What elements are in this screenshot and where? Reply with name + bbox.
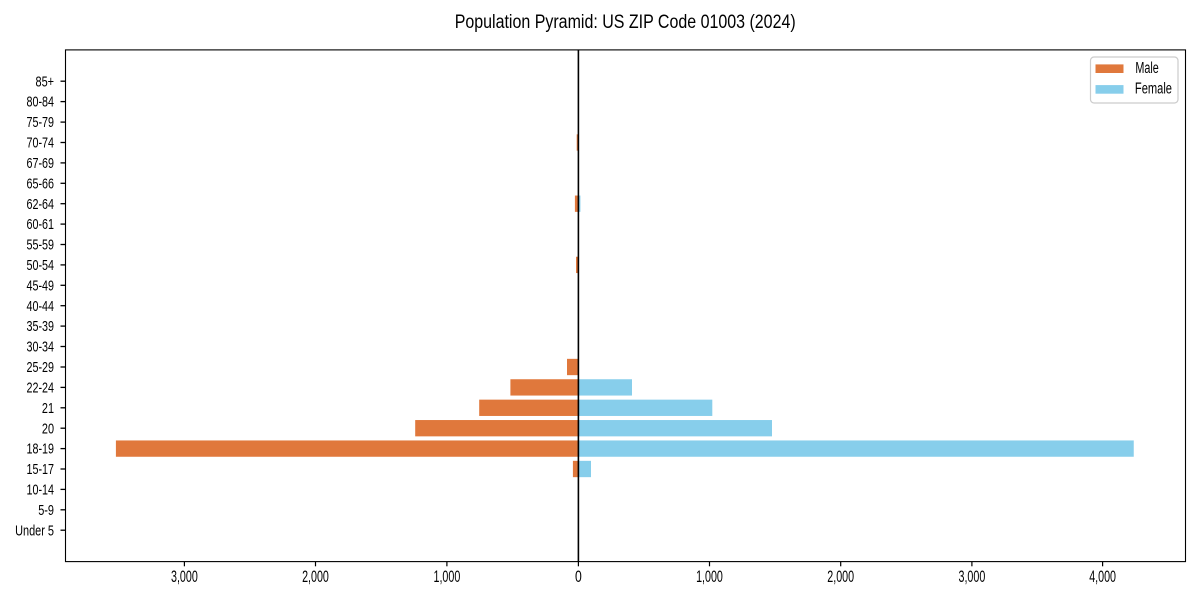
svg-text:85+: 85+	[36, 73, 55, 90]
svg-text:1,000: 1,000	[696, 567, 723, 586]
svg-text:Female: Female	[1135, 81, 1172, 98]
svg-text:65-66: 65-66	[27, 175, 55, 192]
svg-text:Male: Male	[1135, 60, 1158, 77]
svg-text:67-69: 67-69	[27, 155, 55, 172]
svg-text:21: 21	[42, 400, 54, 417]
svg-text:15-17: 15-17	[27, 461, 55, 478]
svg-text:3,000: 3,000	[171, 567, 198, 586]
svg-text:75-79: 75-79	[27, 114, 55, 131]
svg-text:70-74: 70-74	[27, 135, 55, 152]
svg-text:60-61: 60-61	[27, 216, 55, 233]
svg-text:50-54: 50-54	[27, 257, 55, 274]
svg-text:4,000: 4,000	[1089, 567, 1116, 586]
svg-text:2,000: 2,000	[827, 567, 854, 586]
svg-text:80-84: 80-84	[27, 94, 55, 111]
svg-text:10-14: 10-14	[27, 482, 55, 499]
svg-text:Under 5: Under 5	[15, 522, 54, 539]
svg-text:35-39: 35-39	[27, 318, 55, 335]
svg-text:45-49: 45-49	[27, 277, 55, 294]
svg-text:1,000: 1,000	[434, 567, 461, 586]
svg-text:18-19: 18-19	[27, 441, 55, 458]
svg-text:2,000: 2,000	[302, 567, 329, 586]
svg-text:Population Pyramid: US ZIP Cod: Population Pyramid: US ZIP Code 01003 (2…	[455, 12, 796, 33]
svg-text:55-59: 55-59	[27, 237, 55, 254]
svg-text:30-34: 30-34	[27, 339, 55, 356]
svg-text:5-9: 5-9	[38, 502, 54, 519]
svg-text:25-29: 25-29	[27, 359, 55, 376]
svg-text:0: 0	[575, 567, 582, 586]
svg-text:62-64: 62-64	[27, 196, 55, 213]
svg-text:22-24: 22-24	[27, 380, 55, 397]
svg-text:3,000: 3,000	[959, 567, 986, 586]
svg-text:40-44: 40-44	[27, 298, 55, 315]
svg-text:20: 20	[42, 420, 54, 437]
